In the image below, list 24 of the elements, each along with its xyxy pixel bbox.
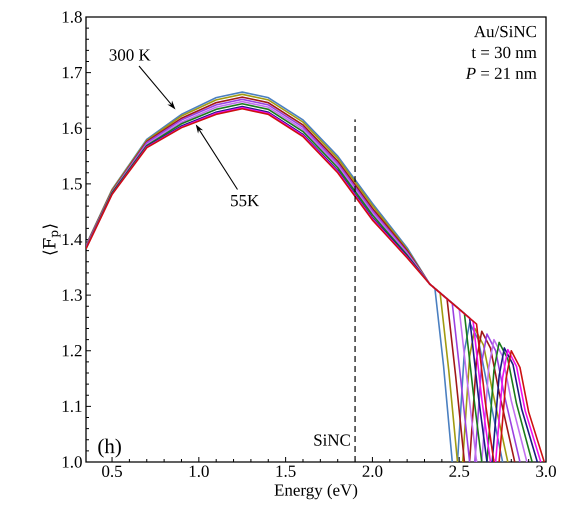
x-tick-label: 2.5: [449, 466, 470, 477]
x-tick-label: 1.5: [276, 466, 296, 477]
y-tick-label: 1.8: [62, 11, 82, 23]
x-tick-label: 1.0: [190, 466, 209, 478]
annotation: Au/SiNC: [474, 26, 536, 38]
annotation: 300 K: [110, 49, 151, 61]
annotation: (h): [98, 438, 121, 458]
y-tick-label: 1.6: [62, 122, 82, 134]
y-tick-label: 1.1: [62, 400, 82, 412]
y-tick-label: 1.7: [62, 66, 82, 78]
y-axis-title: ⟨F$_{p}$⟩: [42, 224, 60, 255]
annotation: P = 21 nm: [466, 68, 537, 79]
y-tick-label: 1.0: [62, 456, 82, 468]
y-tick-label: 1.3: [62, 289, 82, 301]
x-axis-title: Energy (eV): [274, 484, 358, 500]
annotation: t = 30 nm: [472, 46, 537, 58]
y-tick-label: 1.4: [62, 234, 82, 246]
annotation: 55K: [231, 195, 260, 206]
ref-line-label: SiNC: [314, 434, 350, 446]
x-tick-label: 3.0: [536, 466, 556, 478]
x-tick-label: 0.5: [102, 466, 122, 478]
x-tick-label: 2.0: [362, 466, 382, 478]
y-tick-label: 1.5: [62, 178, 82, 190]
y-tick-label: 1.2: [62, 345, 82, 356]
